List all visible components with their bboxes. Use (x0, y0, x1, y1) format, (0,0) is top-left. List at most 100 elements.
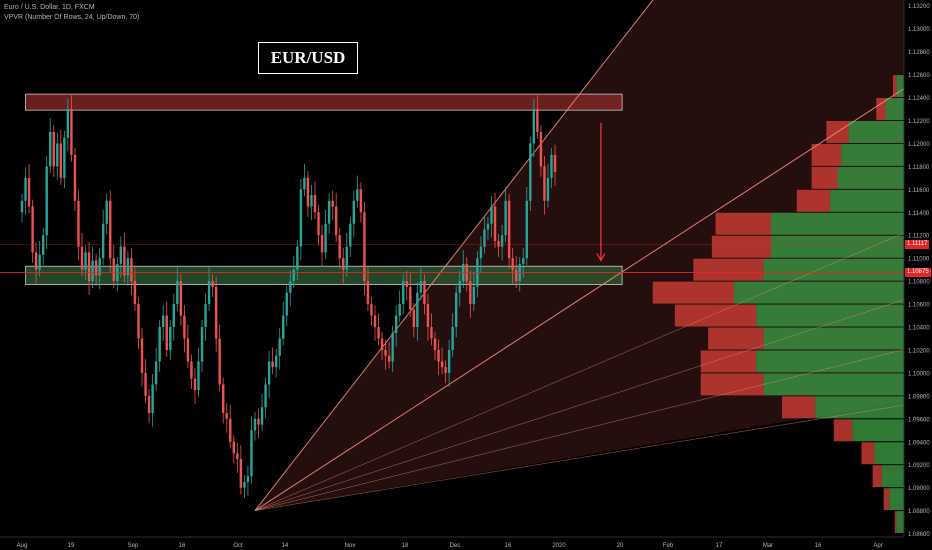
candle-body (133, 281, 137, 305)
candle-body (522, 258, 525, 264)
fan-line (254, 223, 926, 511)
candle-body (359, 189, 363, 213)
candle-body (553, 154, 557, 173)
fan-line (254, 401, 926, 511)
candle-body (391, 332, 394, 362)
candle-body (130, 258, 133, 282)
candle-body (123, 246, 126, 276)
candle-body (271, 361, 274, 368)
candle-body (313, 195, 317, 213)
candle-body (24, 177, 27, 201)
vp-row-down (811, 143, 842, 166)
vp-row-up (881, 465, 904, 488)
candle-body (426, 304, 430, 328)
y-tick-label: 1.10000 (908, 371, 930, 377)
candle-body (539, 131, 543, 167)
y-tick-label: 1.12400 (908, 96, 930, 102)
x-tick-label: 20 (617, 543, 624, 549)
candle-body (469, 281, 472, 305)
x-tick-label: 16 (815, 543, 822, 549)
candle-body (204, 304, 207, 328)
candle-body (169, 327, 172, 350)
candle-body (38, 254, 41, 270)
x-tick-label: Nov (345, 543, 356, 549)
candle-body (486, 223, 490, 230)
candle-body (105, 200, 108, 224)
vp-row-up (889, 488, 904, 511)
candle-body (306, 177, 310, 207)
candle-body (451, 327, 454, 350)
y-tick-label: 1.11600 (908, 188, 930, 194)
y-tick-label: 1.11800 (908, 165, 930, 171)
y-tick-label: 1.08800 (908, 509, 930, 515)
candle-body (222, 384, 225, 414)
candle-body (45, 166, 48, 236)
vp-row-up (756, 350, 904, 373)
indicator-label: VPVR (Number Of Rows, 24, Up/Down, 70) (4, 14, 140, 21)
x-tick-label: 18 (402, 543, 409, 549)
candle-body (260, 407, 264, 425)
x-tick-label: 14 (282, 543, 289, 549)
candle-body (543, 166, 546, 201)
candle-body (373, 315, 377, 328)
candle-body (515, 269, 518, 282)
arrow-annotation (596, 122, 606, 262)
candle-body (264, 384, 267, 408)
candle-body (430, 327, 433, 339)
candle-body (536, 109, 539, 132)
vp-row-down (711, 235, 771, 258)
candle-body (320, 235, 324, 253)
candle-body (250, 430, 253, 477)
candle-body (507, 200, 511, 259)
x-tick-label: 17 (716, 543, 723, 549)
x-tick-label: Aug (17, 543, 28, 549)
vp-row-up (756, 304, 904, 327)
x-tick-label: 16 (179, 543, 186, 549)
candle-body (529, 143, 532, 201)
candle-body (292, 269, 296, 282)
y-tick-label: 1.13000 (908, 27, 930, 33)
candle-body (147, 395, 151, 414)
candle-body (387, 355, 391, 362)
candle-body (423, 281, 426, 305)
candle-body (229, 418, 232, 442)
candle-body (299, 189, 303, 247)
level-price-badge: 1.10875 (905, 268, 931, 278)
x-tick-label: Sep (128, 543, 139, 549)
candle-body (334, 206, 338, 236)
y-tick-label: 1.09800 (908, 394, 930, 400)
candle-body (409, 286, 412, 310)
candle-body (246, 476, 250, 482)
candle-body (197, 361, 200, 391)
candle-body (257, 418, 260, 425)
volume-profile (652, 75, 904, 534)
candle-body (239, 458, 243, 488)
vp-row-up (815, 396, 904, 419)
candle-body (183, 315, 186, 339)
support-zone (25, 265, 623, 285)
candle-body (289, 281, 292, 293)
vp-row-down (894, 511, 897, 534)
candle-body (84, 252, 87, 270)
fan-line (254, 74, 926, 512)
fan-line (254, 292, 926, 511)
candle-body (232, 441, 235, 454)
x-tick-label: Apr (873, 543, 882, 549)
candle-body (27, 177, 31, 207)
candle-body (500, 235, 504, 247)
candle-body (472, 286, 476, 305)
candle-body (370, 304, 373, 316)
candle-body (458, 281, 461, 293)
candle-body (285, 292, 288, 316)
y-tick-label: 1.09400 (908, 440, 930, 446)
candle-body (303, 177, 306, 190)
candle-body (109, 200, 112, 259)
candle-body (49, 131, 52, 167)
candle-body (176, 281, 179, 305)
candle-body (504, 200, 507, 236)
candle-body (267, 361, 271, 385)
candle-body (186, 338, 190, 362)
candle-body (550, 154, 553, 178)
candle-body (440, 361, 444, 368)
